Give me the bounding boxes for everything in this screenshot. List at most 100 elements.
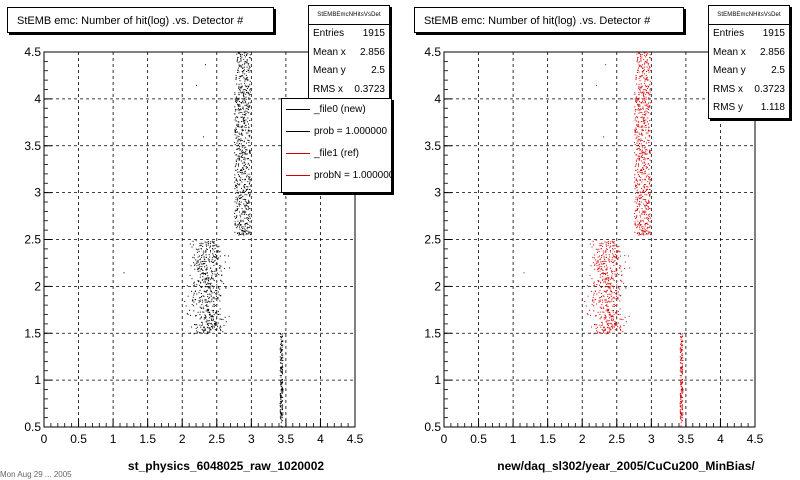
data-point [243, 158, 245, 160]
data-point [680, 346, 682, 348]
data-point [607, 310, 609, 312]
data-point [280, 397, 281, 399]
data-point [681, 389, 683, 391]
data-point [619, 333, 621, 334]
data-point [207, 325, 209, 326]
data-point [204, 263, 206, 264]
data-point [203, 331, 204, 333]
data-point [208, 287, 210, 289]
data-point [198, 301, 200, 303]
data-point [644, 102, 646, 104]
data-point [647, 109, 649, 110]
data-point [207, 277, 209, 279]
data-point [637, 183, 639, 185]
data-point [615, 329, 617, 331]
data-point [279, 400, 281, 402]
data-point [242, 125, 243, 127]
data-point [628, 315, 630, 317]
data-point [682, 396, 684, 398]
data-point [236, 98, 238, 100]
data-point [634, 231, 636, 233]
data-point [644, 120, 646, 122]
data-point [648, 183, 650, 185]
data-point [600, 297, 602, 298]
data-point [203, 256, 205, 258]
data-point [213, 319, 214, 321]
data-point [598, 268, 600, 269]
data-point [242, 167, 244, 169]
data-point [201, 256, 203, 258]
data-point [248, 142, 250, 143]
data-point [238, 77, 240, 79]
data-point [282, 396, 284, 398]
data-point [619, 267, 621, 269]
data-point [642, 94, 644, 96]
data-point [240, 156, 242, 158]
data-point [282, 366, 284, 368]
data-point [282, 391, 284, 393]
data-point [607, 258, 609, 260]
data-point [647, 205, 649, 207]
data-point [614, 247, 616, 249]
data-point [241, 85, 243, 87]
data-point [206, 245, 207, 247]
data-point [636, 116, 638, 118]
data-point [679, 409, 681, 411]
data-point [597, 260, 599, 262]
data-point [642, 227, 644, 229]
data-point [649, 67, 651, 69]
data-point [216, 311, 217, 313]
data-point [646, 188, 648, 190]
data-point [205, 310, 207, 312]
data-point [201, 321, 203, 323]
data-point [638, 92, 640, 94]
data-point [615, 321, 617, 323]
data-point [646, 61, 648, 63]
data-point [245, 108, 247, 110]
data-point [640, 171, 642, 173]
data-point [637, 117, 639, 119]
data-point [282, 333, 284, 335]
data-point [645, 129, 647, 131]
data-point [644, 89, 646, 90]
left-stats-name: StEMBEmcNHitsVsDet [309, 6, 389, 25]
data-point [606, 319, 608, 321]
data-point [646, 194, 648, 196]
data-point [604, 241, 606, 243]
data-point [679, 349, 681, 351]
data-point [682, 426, 684, 428]
data-point [197, 270, 199, 272]
data-point [608, 241, 610, 243]
data-point [595, 299, 597, 301]
data-point [192, 299, 194, 301]
data-point [615, 255, 617, 257]
data-point [244, 61, 246, 63]
left-scatter-plot: 0 0.5 1 1.5 2 2.5 3 3.5 4 4.50.511.522.533.544.5s… [24, 45, 363, 473]
data-point [220, 280, 222, 282]
y-tick-label: 3 [34, 186, 41, 200]
right-stats-box: StEMBEmcNHitsVsDet Entries 1915 Mean x 2.8… [708, 5, 790, 119]
data-point [681, 354, 683, 356]
data-point [235, 75, 237, 77]
data-point [207, 275, 209, 277]
data-point [242, 167, 244, 168]
data-point [241, 181, 243, 183]
data-point [611, 315, 613, 317]
data-point [640, 59, 642, 61]
data-point [645, 230, 647, 232]
data-point [245, 213, 247, 215]
data-point [247, 132, 249, 134]
data-point [649, 102, 651, 104]
data-point [245, 129, 247, 131]
data-point [220, 318, 222, 320]
data-point [634, 213, 636, 214]
x-tick-label: 0 [41, 432, 48, 446]
data-point [207, 310, 209, 312]
x-tick-label: 1.5 [139, 432, 156, 446]
data-point [608, 320, 610, 322]
data-point [635, 160, 637, 162]
y-tick-label: 1.5 [24, 326, 41, 340]
data-point [614, 321, 616, 323]
data-point [244, 56, 246, 58]
data-point [238, 136, 240, 137]
